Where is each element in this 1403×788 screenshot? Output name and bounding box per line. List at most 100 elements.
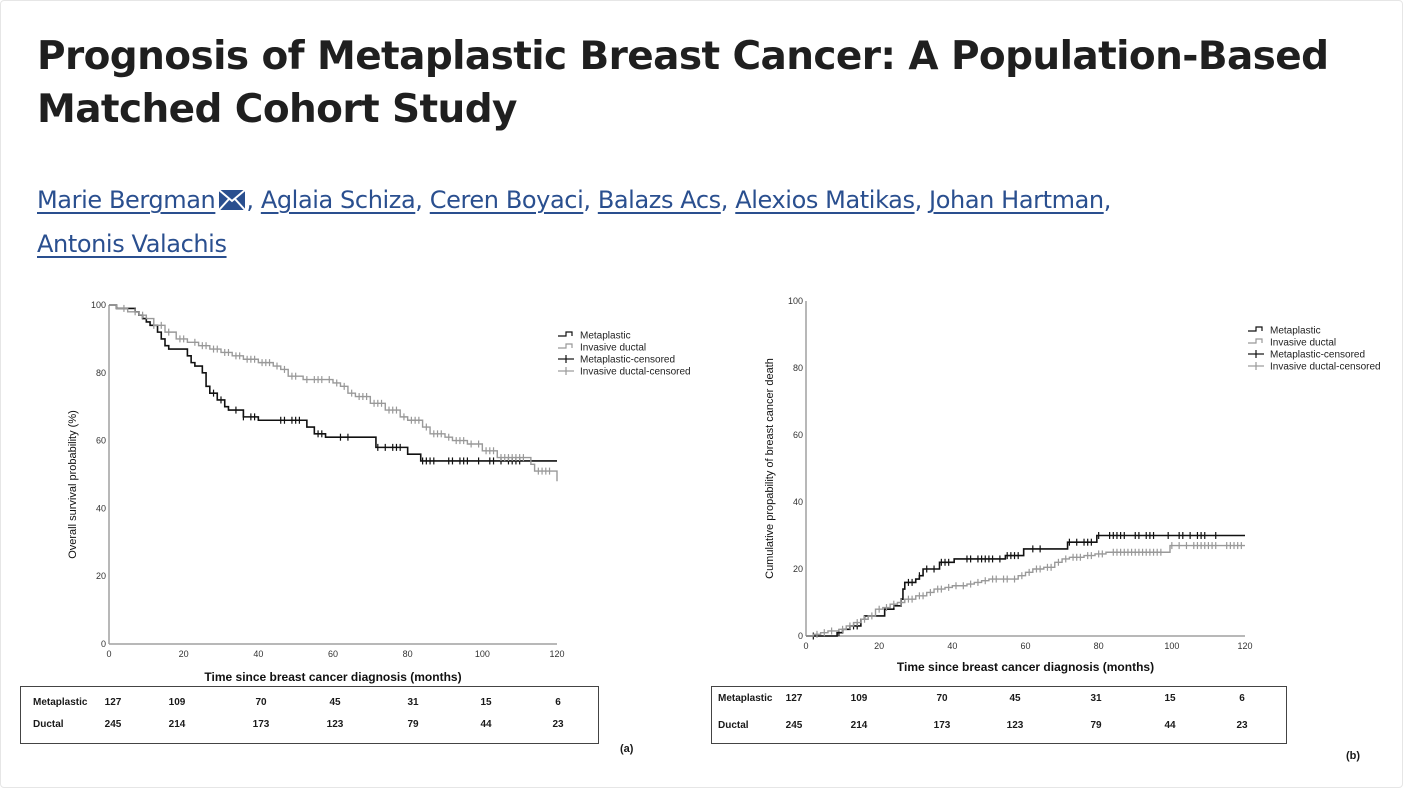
risk-cell: 123	[326, 719, 344, 730]
risk-cell: 79	[1090, 720, 1102, 731]
author-link-bergman[interactable]: Marie Bergman	[37, 186, 216, 214]
risk-cell: 245	[785, 720, 803, 731]
author-separator: ,	[583, 186, 591, 214]
risk-table-a: Metaplastic 127 109 70 45 31 15 6 Ductal 245 214 17…	[20, 686, 599, 744]
author-link-acs[interactable]: Balazs Acs	[597, 186, 721, 214]
author-separator: ,	[914, 186, 923, 214]
y-tick-label: 40	[96, 503, 106, 513]
legend-label: Invasive ductal	[1270, 338, 1336, 349]
series-invasive-ductal	[109, 304, 558, 482]
risk-cell: 6	[555, 697, 561, 708]
risk-cell: 214	[850, 720, 868, 731]
risk-cell: 109	[168, 697, 186, 708]
risk-cell: 44	[1164, 720, 1176, 731]
risk-cell: 173	[933, 720, 951, 731]
risk-cell: 127	[104, 697, 122, 708]
x-tick-label: 20	[874, 641, 884, 651]
article-title: Prognosis of Metaplastic Breast Cancer: …	[37, 34, 1329, 132]
x-tick-label: 120	[549, 649, 564, 659]
risk-cell: 31	[1090, 693, 1102, 704]
author-link-valachis[interactable]: Antonis Valachis	[37, 230, 227, 258]
risk-cell: 127	[785, 693, 803, 704]
risk-table-row: Metaplastic 127 109 70 45 31 15 6	[21, 697, 598, 711]
x-tick-label: 120	[1237, 641, 1252, 651]
x-tick-label: 60	[328, 649, 338, 659]
legend-item: Invasive ductal-censored	[1248, 362, 1381, 373]
step-line	[806, 544, 1245, 637]
legend-item: Invasive ductal-censored	[558, 367, 691, 378]
legend-label: Metaplastic-censored	[1270, 350, 1365, 361]
legend-step-symbol	[1248, 326, 1263, 332]
risk-cell: 6	[1239, 693, 1245, 704]
risk-cell: 45	[329, 697, 341, 708]
risk-row-label: Ductal	[718, 720, 749, 731]
panel-label-a: (a)	[620, 743, 634, 755]
legend-item: Metaplastic-censored	[1248, 350, 1365, 361]
y-axis-title: Cumulative propability of breast cancer …	[764, 358, 776, 579]
series-metaplastic	[109, 304, 557, 465]
x-tick-label: 40	[947, 641, 957, 651]
author-link-matikas[interactable]: Alexios Matikas	[735, 186, 915, 214]
legend-label: Metaplastic	[580, 331, 631, 342]
legend-step-symbol	[1248, 338, 1263, 344]
x-tick-label: 40	[253, 649, 263, 659]
risk-cell: 70	[255, 697, 267, 708]
y-tick-label: 0	[101, 639, 106, 649]
x-tick-label: 80	[403, 649, 413, 659]
risk-cell: 214	[168, 719, 186, 730]
risk-row-label: Metaplastic	[33, 697, 88, 708]
y-tick-label: 80	[793, 363, 803, 373]
author-separator: ,	[415, 186, 423, 214]
x-tick-label: 100	[1164, 641, 1179, 651]
risk-cell: 70	[936, 693, 948, 704]
step-line	[109, 304, 557, 462]
legend-step-symbol	[558, 331, 573, 337]
legend-item: Metaplastic-censored	[558, 355, 675, 366]
legend-label: Invasive ductal	[580, 343, 646, 354]
y-tick-label: 80	[96, 368, 106, 378]
risk-table-row: Ductal 245 214 173 123 79 44 23	[21, 719, 598, 733]
y-tick-label: 20	[793, 564, 803, 574]
risk-table-b: Metaplastic 127 109 70 45 31 15 6 Ductal 245 214 17…	[711, 686, 1287, 744]
author-list: Marie Bergman, Aglaia Schiza, Ceren Boya…	[37, 180, 1337, 265]
panel-label-b: (b)	[1346, 750, 1361, 762]
y-tick-label: 100	[788, 296, 803, 306]
legend-label: Invasive ductal-censored	[580, 367, 691, 378]
risk-cell: 245	[104, 719, 122, 730]
risk-cell: 23	[552, 719, 564, 730]
risk-cell: 173	[252, 719, 270, 730]
risk-cell: 44	[480, 719, 492, 730]
author-link-schiza[interactable]: Aglaia Schiza	[260, 186, 416, 214]
legend-item: Metaplastic	[1248, 326, 1321, 337]
author-link-hartman[interactable]: Johan Hartman	[929, 186, 1104, 214]
y-tick-label: 60	[96, 436, 106, 446]
author-separator: ,	[1103, 186, 1112, 214]
x-tick-label: 20	[179, 649, 189, 659]
x-axis-title: Time since breast cancer diagnosis (mont…	[897, 660, 1154, 674]
risk-cell: 123	[1006, 720, 1024, 731]
risk-table-row: Metaplastic 127 109 70 45 31 15 6	[712, 693, 1286, 707]
risk-cell: 109	[850, 693, 868, 704]
author-separator: ,	[720, 186, 729, 214]
y-tick-label: 100	[91, 300, 106, 310]
author-link-boyaci[interactable]: Ceren Boyaci	[429, 186, 584, 214]
risk-cell: 45	[1009, 693, 1021, 704]
y-axis-title: Overall survival probability (%)	[67, 410, 79, 559]
legend-step-symbol	[558, 343, 573, 349]
mail-icon[interactable]	[218, 183, 247, 224]
risk-cell: 15	[480, 697, 492, 708]
y-tick-label: 40	[793, 497, 803, 507]
x-tick-label: 0	[803, 641, 808, 651]
author-separator: ,	[246, 186, 254, 214]
y-tick-label: 20	[96, 571, 106, 581]
legend-item: Invasive ductal	[1248, 338, 1336, 349]
x-tick-label: 80	[1094, 641, 1104, 651]
risk-row-label: Metaplastic	[718, 693, 773, 704]
legend-item: Invasive ductal	[558, 343, 646, 354]
x-tick-label: 0	[106, 649, 111, 659]
legend-item: Metaplastic	[558, 331, 631, 342]
